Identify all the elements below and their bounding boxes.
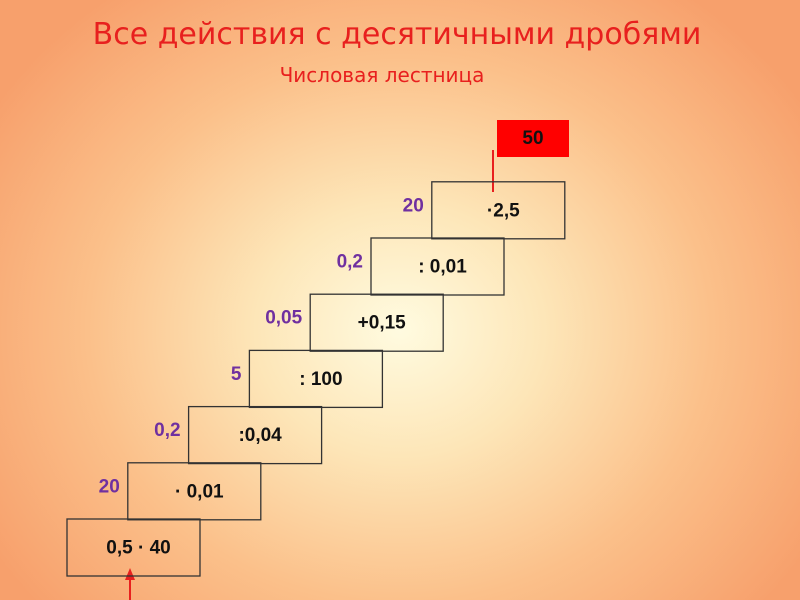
step-box	[370, 237, 505, 296]
operation: · 0,01	[175, 481, 224, 502]
arrow-head	[125, 568, 135, 580]
subtitle: Числовая лестница	[280, 63, 485, 87]
title: Все действия с десятичными дробями	[93, 17, 702, 52]
operation: 0,5 · 40	[106, 538, 170, 559]
step-box	[431, 181, 566, 240]
result: 20	[99, 476, 120, 497]
answer: 50	[522, 128, 543, 149]
operation: : 100	[299, 369, 342, 390]
operation: :0,04	[238, 425, 282, 446]
step-box	[309, 293, 444, 352]
operation: ·2,5	[487, 200, 520, 221]
result: 20	[403, 195, 424, 216]
result: 0,2	[337, 252, 363, 273]
result: 0,05	[265, 308, 302, 329]
step-box	[248, 349, 384, 409]
step-box	[127, 462, 262, 521]
step-box	[187, 405, 323, 465]
flag	[497, 120, 569, 157]
operation: : 0,01	[418, 257, 467, 278]
step-box	[66, 518, 201, 577]
result: 0,2	[154, 420, 180, 441]
result: 5	[231, 364, 242, 385]
operation: +0,15	[358, 313, 407, 334]
